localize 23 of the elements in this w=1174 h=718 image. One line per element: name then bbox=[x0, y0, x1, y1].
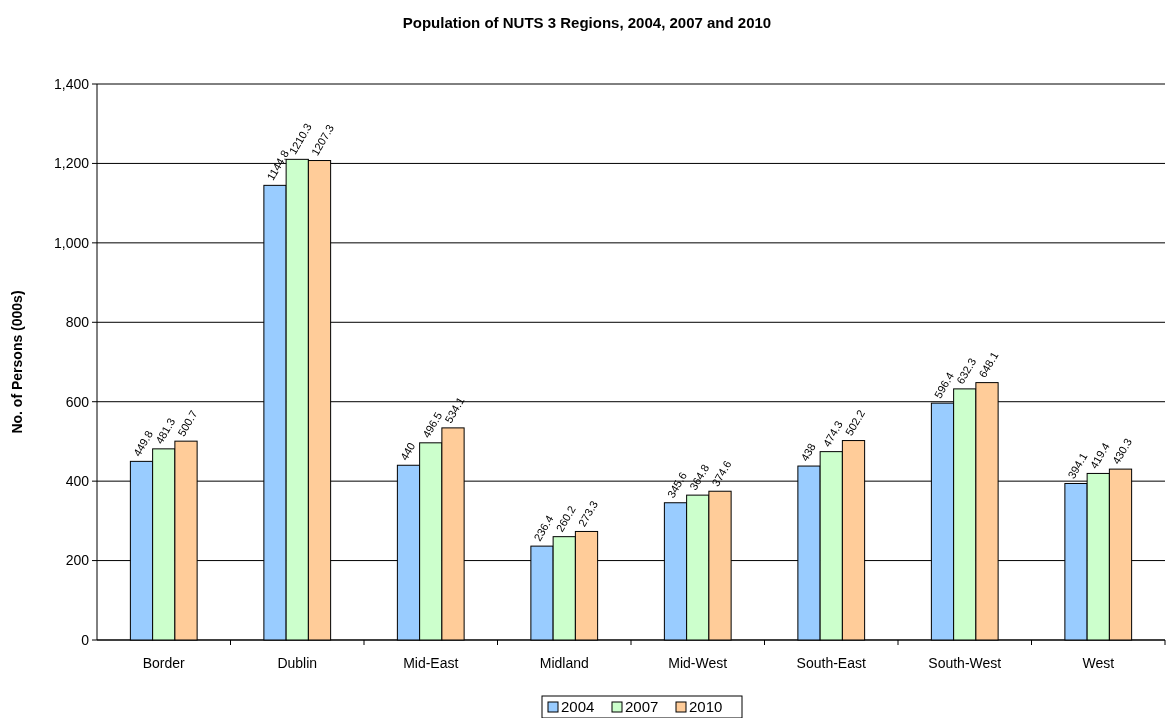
y-tick-label: 200 bbox=[65, 552, 90, 569]
legend-label: 2007 bbox=[625, 698, 659, 715]
y-axis-title: No. of Persons (000s) bbox=[9, 290, 25, 434]
y-tick-label: 600 bbox=[65, 393, 90, 410]
x-tick-label: Mid-West bbox=[668, 655, 728, 671]
x-tick-label: South-West bbox=[928, 655, 1002, 671]
x-tick-label: Border bbox=[142, 655, 186, 671]
y-tick-label: 1,200 bbox=[53, 155, 90, 172]
x-tick-label: South-East bbox=[796, 655, 866, 671]
legend-label: 2010 bbox=[689, 698, 723, 715]
legend-label: 2004 bbox=[561, 698, 595, 715]
y-tick-label: 1,000 bbox=[53, 234, 90, 251]
x-tick-label: Mid-East bbox=[403, 655, 459, 671]
chart-title: Population of NUTS 3 Regions, 2004, 2007 and 2010 bbox=[402, 14, 772, 31]
data-label: 440 bbox=[397, 440, 418, 463]
y-tick-label: 1,400 bbox=[53, 75, 90, 92]
y-tick-label: 400 bbox=[65, 473, 90, 490]
x-tick-label: Dublin bbox=[277, 655, 318, 671]
x-tick-label: Midland bbox=[539, 655, 589, 671]
x-tick-label: West bbox=[1082, 655, 1115, 671]
data-label: 438 bbox=[798, 441, 818, 464]
y-tick-label: 0 bbox=[81, 631, 90, 648]
y-tick-label: 800 bbox=[65, 314, 90, 331]
